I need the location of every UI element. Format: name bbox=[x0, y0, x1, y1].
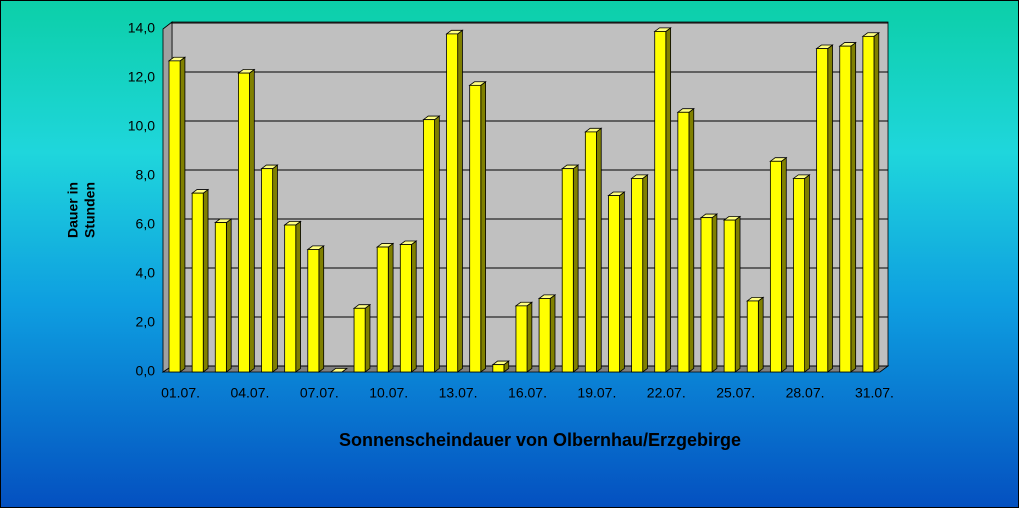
x-tick-label: 04.07. bbox=[230, 385, 269, 401]
bar-side bbox=[272, 164, 278, 373]
chart-title: Sonnenscheindauer von Olbernhau/Erzgebir… bbox=[339, 430, 741, 450]
bar bbox=[862, 35, 875, 373]
bar-side bbox=[850, 41, 857, 373]
bar bbox=[723, 219, 736, 373]
bar-side bbox=[411, 240, 417, 373]
bar-side bbox=[688, 107, 695, 373]
x-tick-label: 01.07. bbox=[161, 385, 200, 401]
bar-side bbox=[665, 27, 672, 373]
y-tick-label: 6,0 bbox=[136, 216, 156, 232]
bar-side bbox=[225, 218, 232, 373]
bar bbox=[492, 364, 505, 373]
y-tick-label: 4,0 bbox=[136, 265, 156, 281]
x-tick-label: 16.07. bbox=[508, 385, 547, 401]
y-tick-label: 8,0 bbox=[136, 167, 156, 183]
x-tick-label: 19.07. bbox=[577, 385, 616, 401]
bar-side bbox=[642, 174, 648, 373]
bar bbox=[307, 249, 320, 373]
bar bbox=[446, 33, 459, 373]
bar bbox=[584, 131, 597, 373]
bar bbox=[515, 305, 528, 373]
bar-side bbox=[734, 215, 741, 373]
bar-side bbox=[804, 174, 810, 373]
bar-side bbox=[179, 56, 186, 373]
x-tick-label: 25.07. bbox=[716, 385, 755, 401]
bar bbox=[700, 217, 713, 373]
bar-side bbox=[572, 164, 579, 373]
bar-side bbox=[873, 31, 880, 373]
bar bbox=[238, 72, 250, 373]
bar bbox=[631, 178, 644, 373]
bar-side bbox=[549, 294, 556, 373]
bar-side bbox=[827, 44, 833, 373]
x-tick-label: 13.07. bbox=[439, 385, 478, 401]
bar bbox=[608, 195, 620, 373]
x-tick-label: 07.07. bbox=[300, 385, 339, 401]
bar-side bbox=[480, 80, 486, 373]
y-tick-label: 10,0 bbox=[128, 118, 155, 134]
bar-side bbox=[434, 115, 440, 373]
bar bbox=[839, 45, 852, 373]
bar bbox=[261, 168, 274, 373]
bar bbox=[677, 111, 690, 373]
bar bbox=[746, 300, 759, 373]
x-tick-label: 31.07. bbox=[855, 385, 894, 401]
bar-top bbox=[329, 367, 349, 373]
bar-side bbox=[781, 156, 787, 373]
bar-side bbox=[202, 188, 209, 373]
bar bbox=[816, 48, 829, 373]
y-axis-label: Stunden bbox=[82, 182, 98, 238]
x-tick-label: 28.07. bbox=[786, 385, 825, 401]
bar bbox=[538, 298, 551, 373]
bar-side bbox=[757, 296, 764, 373]
bar-side bbox=[457, 29, 463, 373]
bar bbox=[214, 222, 227, 373]
bar-side bbox=[295, 220, 301, 373]
x-tick-label: 22.07. bbox=[647, 385, 686, 401]
bar bbox=[423, 119, 435, 373]
bar-side bbox=[619, 191, 625, 373]
bar-side bbox=[596, 127, 602, 373]
bar bbox=[561, 168, 574, 373]
y-tick-label: 14,0 bbox=[128, 20, 155, 36]
y-tick-label: 12,0 bbox=[128, 69, 155, 85]
bar bbox=[168, 60, 181, 373]
bar-side bbox=[711, 213, 718, 373]
y-tick-label: 2,0 bbox=[136, 314, 156, 330]
bar-side bbox=[387, 242, 394, 373]
bar bbox=[284, 224, 297, 373]
bar bbox=[469, 84, 482, 373]
bar-side bbox=[249, 68, 255, 373]
bar bbox=[376, 246, 389, 373]
bar bbox=[793, 178, 805, 373]
x-tick-label: 10.07. bbox=[369, 385, 408, 401]
y-axis-label: Dauer in bbox=[65, 182, 81, 238]
bar bbox=[769, 160, 782, 373]
bar bbox=[191, 192, 204, 373]
bar-side bbox=[364, 303, 371, 373]
bar bbox=[399, 244, 412, 373]
bar bbox=[353, 307, 366, 373]
bar bbox=[654, 31, 667, 373]
bar-side bbox=[318, 245, 325, 373]
y-tick-label: 0,0 bbox=[136, 363, 156, 379]
bar-side bbox=[526, 301, 533, 373]
